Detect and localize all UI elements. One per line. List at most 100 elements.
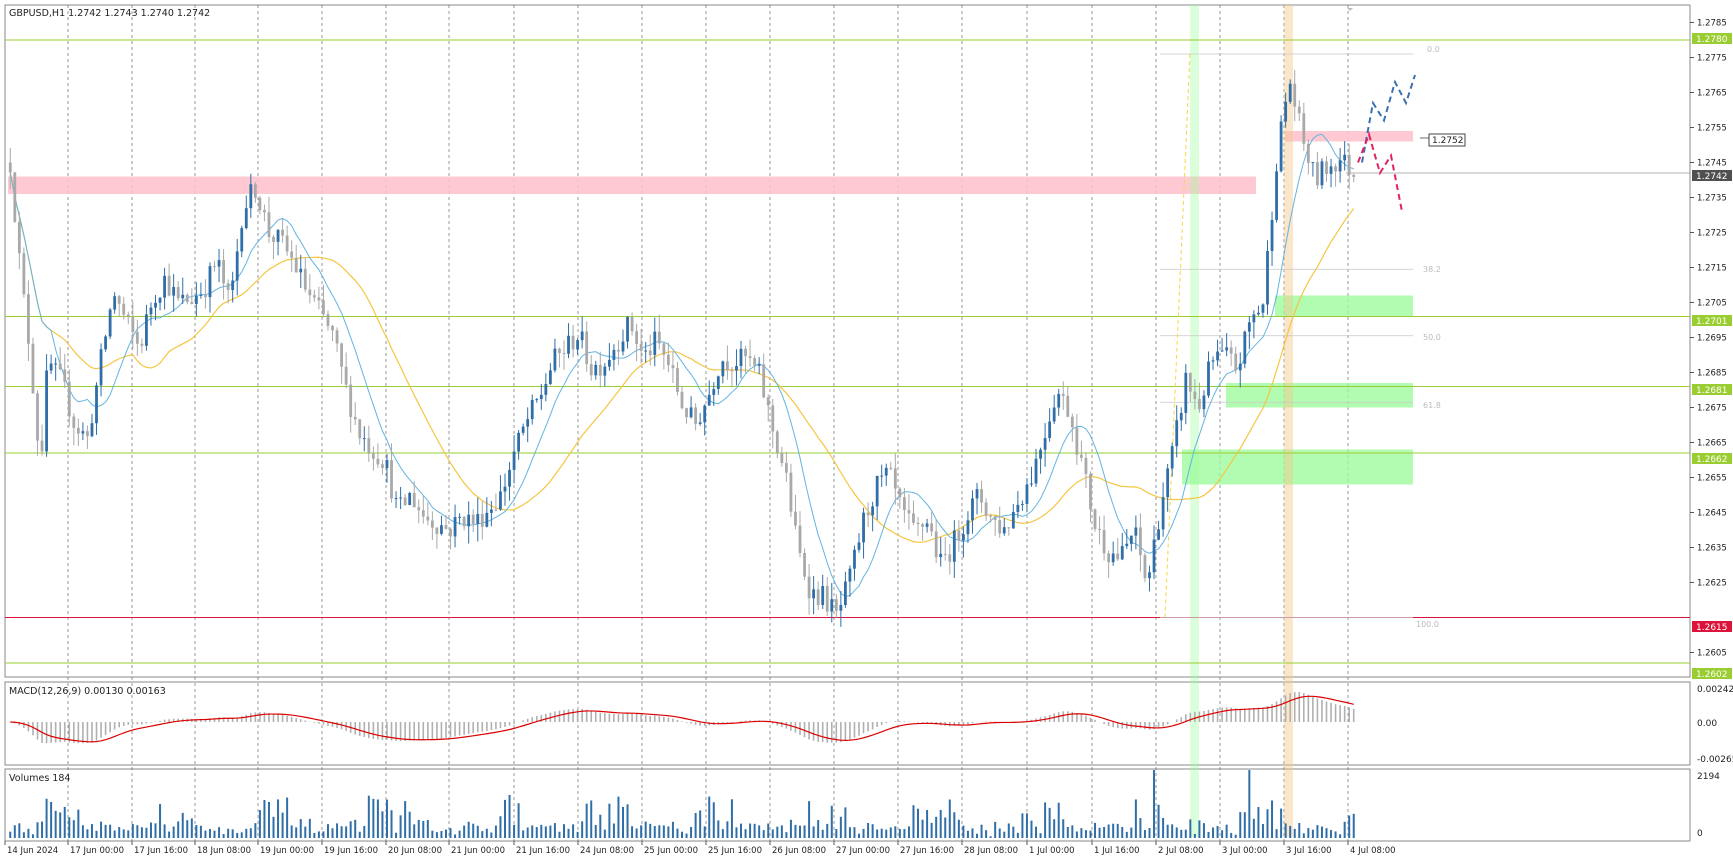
candle-body <box>240 228 244 252</box>
candle-body <box>403 497 407 506</box>
candle-body <box>748 356 752 359</box>
y-tick-label: 1.2605 <box>1697 649 1727 659</box>
moving-averages <box>9 133 1355 597</box>
candle-body <box>553 348 557 371</box>
x-tick-label: 25 Jun 00:00 <box>644 846 698 856</box>
candle-body <box>117 296 121 304</box>
candle-body <box>843 581 847 605</box>
candle-body <box>453 517 457 537</box>
candle-body <box>721 361 725 377</box>
y-tick-label: 1.2715 <box>1697 264 1727 274</box>
candle-body <box>644 350 648 352</box>
candle-body <box>757 364 761 366</box>
x-tick-label: 27 Jun 16:00 <box>900 846 954 856</box>
candle-body <box>185 294 189 303</box>
candle-body <box>126 314 130 318</box>
y-tick-label: 1.2725 <box>1697 229 1727 239</box>
candle-body <box>1234 353 1238 371</box>
y-tick-label: 1.2705 <box>1697 299 1727 309</box>
time-axis: 14 Jun 2024 17 Jun 00:00 17 Jun 16:00 18 Ju… <box>4 841 1396 856</box>
candle-body <box>499 491 502 510</box>
candle-body <box>1043 438 1047 450</box>
candle-body <box>1193 391 1197 399</box>
candle-body <box>689 407 693 418</box>
candle-body <box>426 516 430 521</box>
candle-body <box>984 502 988 516</box>
candle-body <box>1334 166 1337 172</box>
candle-body <box>698 422 702 424</box>
candle-body <box>853 549 856 569</box>
candle-body <box>1066 395 1070 417</box>
candle-body <box>299 268 303 273</box>
candle-body <box>707 394 711 406</box>
candle-body <box>571 335 575 350</box>
candle-body <box>925 523 929 527</box>
candle-body <box>521 426 525 433</box>
candle-body <box>912 513 915 523</box>
candle-body <box>281 229 284 236</box>
candle-body <box>376 458 380 465</box>
candle-body <box>871 506 875 516</box>
shift-marker-icon[interactable] <box>1347 8 1353 11</box>
volume-title: Volumes 184 <box>9 773 70 784</box>
fib-label-50: 50.0 <box>1423 333 1441 342</box>
x-tick-label: 1 Jul 00:00 <box>1029 846 1075 856</box>
candle-body <box>703 405 707 423</box>
candle-body <box>326 314 330 326</box>
candle-body <box>535 399 539 401</box>
candle-body <box>1288 83 1292 102</box>
candle-body <box>648 350 652 355</box>
support-zone <box>1275 295 1413 317</box>
candle-body <box>308 289 312 296</box>
y-tick-label: 1.2645 <box>1697 509 1727 519</box>
candle-body <box>934 531 938 558</box>
candle-body <box>1216 351 1219 361</box>
candle-body <box>344 366 348 385</box>
x-tick-label: 27 Jun 00:00 <box>836 846 890 856</box>
candle-body <box>676 368 679 392</box>
candle-body <box>140 343 144 346</box>
level-badge-1662 <box>1692 453 1732 464</box>
candle-body <box>494 509 498 511</box>
candle-body <box>199 294 203 296</box>
candle-body <box>1039 449 1042 459</box>
candle-body <box>358 419 362 439</box>
candle-body <box>1220 350 1224 352</box>
candle-body <box>1188 372 1192 392</box>
y-tick-label: 1.2735 <box>1697 194 1727 204</box>
candle-body <box>803 552 806 577</box>
fib-label-100: 100.0 <box>1416 620 1439 629</box>
candle-body <box>485 512 489 527</box>
candle-body <box>154 302 157 308</box>
candle-body <box>1252 314 1256 323</box>
candle-body <box>1011 512 1015 529</box>
candle-body <box>825 586 829 612</box>
candle-body <box>775 431 779 453</box>
resistance-zone <box>8 176 1256 194</box>
candle-body <box>639 344 643 351</box>
x-tick-label: 17 Jun 00:00 <box>70 846 124 856</box>
candle-body <box>449 528 452 537</box>
macd-tick-zero: 0.00 <box>1697 719 1717 729</box>
candle-body <box>471 514 475 525</box>
candle-body <box>1134 527 1138 536</box>
candle-body <box>476 514 480 525</box>
candle-body <box>462 516 466 527</box>
candle-body <box>725 361 729 371</box>
candle-body <box>635 331 639 345</box>
current-price-badge <box>1692 170 1732 181</box>
candle-body <box>1048 421 1052 439</box>
candlesticks <box>8 70 1356 627</box>
candle-body <box>1179 412 1183 421</box>
fast-ma-line <box>9 133 1354 597</box>
fib-label-38: 38.2 <box>1423 265 1441 274</box>
candle-body <box>930 523 934 532</box>
candle-body <box>104 336 107 350</box>
candle-body <box>63 369 67 382</box>
candle-body <box>172 286 176 296</box>
candle-body <box>848 568 852 582</box>
candle-body <box>1238 363 1242 371</box>
candle-body <box>1247 322 1251 332</box>
